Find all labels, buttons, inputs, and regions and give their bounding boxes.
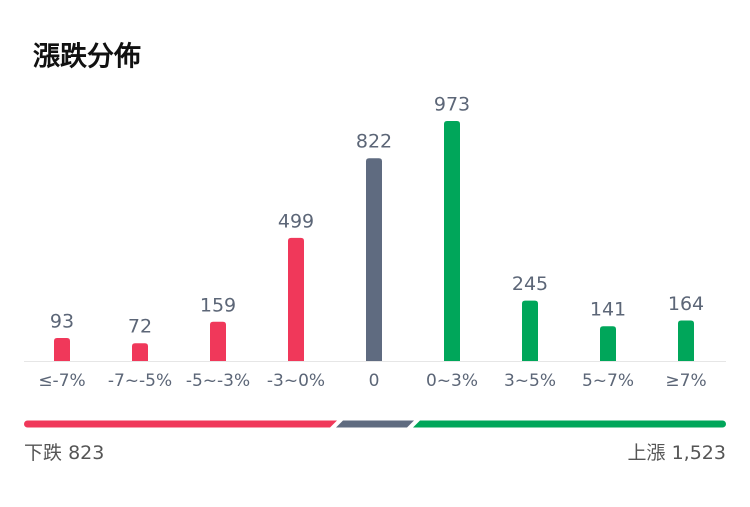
bar	[678, 320, 694, 361]
summary-bar	[24, 420, 726, 428]
bar	[366, 158, 382, 361]
up-label: 上漲	[628, 442, 666, 464]
down-count: 823	[68, 442, 104, 464]
down-label: 下跌	[24, 442, 62, 464]
value-label: 164	[668, 293, 704, 315]
bar	[54, 338, 70, 361]
x-tick-label: -7~-5%	[108, 371, 172, 391]
chart-title: 漲跌分佈	[33, 41, 141, 73]
bar	[288, 237, 304, 361]
value-label: 973	[434, 94, 470, 116]
down-summary: 下跌 823	[24, 442, 104, 464]
up-count: 1,523	[672, 442, 726, 464]
value-label: 141	[590, 299, 626, 321]
value-label: 499	[278, 210, 314, 232]
bar	[600, 326, 616, 361]
x-tick-label: ≥7%	[665, 371, 706, 391]
value-label: 93	[50, 311, 74, 333]
x-tick-label: ≤-7%	[38, 371, 85, 391]
flat-segment	[336, 420, 414, 428]
bar	[444, 121, 460, 361]
down-segment	[24, 420, 337, 428]
x-tick-label: 0~3%	[426, 371, 478, 391]
value-label: 72	[128, 316, 152, 338]
x-tick-label: 0	[369, 371, 380, 391]
x-tick-label: -5~-3%	[186, 371, 250, 391]
up-segment	[413, 420, 726, 428]
x-tick-label: -3~0%	[267, 371, 325, 391]
value-label: 159	[200, 294, 236, 316]
up-summary: 上漲 1,523	[628, 442, 726, 464]
bar	[210, 321, 226, 361]
bar	[132, 343, 148, 361]
x-tick-label: 3~5%	[504, 371, 556, 391]
bar	[522, 300, 538, 361]
value-label: 822	[356, 131, 392, 153]
x-tick-label: 5~7%	[582, 371, 634, 391]
value-label: 245	[512, 273, 548, 295]
